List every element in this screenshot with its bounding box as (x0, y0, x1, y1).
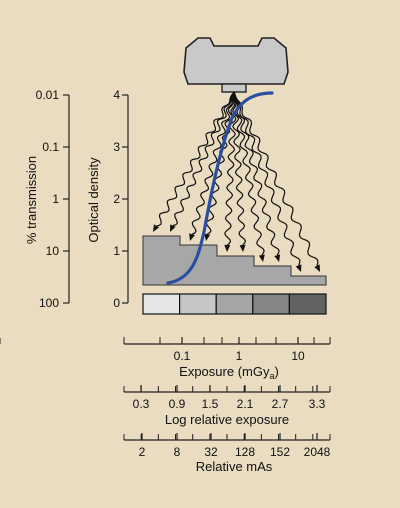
x-ray-wave (233, 91, 280, 256)
transmission-tick-label: 100 (39, 296, 59, 310)
log-exposure-tick-label: 3.3 (309, 397, 326, 411)
exposure-tick-label: 0.1 (174, 349, 191, 363)
x-ray-wave (233, 91, 319, 266)
log-exposure-tick-label: 1.5 (202, 397, 219, 411)
arrowhead-icon (258, 254, 265, 262)
step-wedge-step (215, 293, 254, 315)
relative-mas-tick-label: 128 (235, 445, 255, 459)
step-wedge-profile (142, 235, 327, 286)
transmission-tick-label: 0.1 (42, 140, 59, 154)
exposure-tick-label: 1 (236, 349, 243, 363)
arrowhead-icon (170, 224, 176, 232)
step-wedge-bar (142, 293, 327, 315)
arrowhead-icon (239, 244, 246, 252)
transmission-tick-label: 1 (52, 192, 59, 206)
arrowhead-icon (153, 224, 160, 232)
relative-mas-tick-label: 2048 (304, 445, 331, 459)
density-tick-label: 2 (113, 192, 120, 206)
x-ray-wave (233, 91, 265, 256)
transmission-axis-label: % transmission (24, 156, 39, 244)
relative-mas-axis: 2 8 32 128 152 2048 Relative mAs (123, 433, 331, 474)
exposure-axis-label-text: Exposure (mGy (179, 364, 270, 379)
density-tick-label: 4 (113, 88, 120, 102)
arrowhead-icon (224, 244, 231, 252)
arrowhead-icon (314, 264, 320, 272)
transmission-tick-label: 10 (46, 244, 60, 258)
x-ray-wave (224, 91, 237, 246)
log-exposure-tick-label: 2.7 (272, 397, 289, 411)
step-wedge-step (288, 293, 327, 315)
density-tick-label: 1 (113, 244, 120, 258)
x-ray-wave (191, 91, 235, 235)
x-ray-wave (156, 91, 235, 227)
log-exposure-tick-label: 0.9 (169, 397, 186, 411)
relative-mas-tick-label: 8 (174, 445, 181, 459)
density-tick-label: 3 (113, 140, 120, 154)
characteristic-curve (166, 91, 274, 285)
log-exposure-tick-label: 0.3 (133, 397, 150, 411)
log-relative-exposure-axis: 0.3 0.9 1.5 2.1 2.7 3.3 Log relative exposure (123, 385, 331, 427)
step-wedge-step (142, 293, 181, 315)
exposure-axis-label-close: ) (274, 364, 278, 379)
transmission-axis: 0.01 0.1 1 10 100 % transmission (24, 88, 70, 310)
relative-mas-label: Relative mAs (196, 459, 273, 474)
x-ray-wave (172, 91, 235, 227)
arrowhead-icon (204, 233, 211, 241)
log-exposure-tick-label: 2.1 (237, 397, 254, 411)
x-ray-wave (233, 91, 301, 266)
arrowhead-icon (189, 233, 195, 241)
transmission-tick-label: 0.01 (36, 88, 60, 102)
density-tick-label: 0 (113, 296, 120, 310)
arrowhead-icon (274, 254, 281, 262)
relative-mas-tick-label: 32 (204, 445, 218, 459)
exposure-axis-label-subscript: a (269, 371, 274, 381)
relative-mas-tick-label: 2 (139, 445, 146, 459)
arrowhead-icon (295, 264, 302, 272)
x-ray-tube-icon (183, 37, 289, 93)
density-axis: 4 3 2 1 0 Optical density (86, 88, 129, 310)
x-ray-wave (232, 91, 247, 246)
exposure-tick-label: 10 (291, 349, 305, 363)
relative-mas-tick-label: 152 (270, 445, 290, 459)
step-wedge-step (179, 293, 217, 315)
exposure-axis-label: Exposure (mGya) (179, 364, 279, 381)
exposure-axis: 0.1 1 10 Exposure (mGya) (0, 337, 331, 381)
density-axis-label: Optical density (86, 157, 101, 243)
log-relative-exposure-label: Log relative exposure (165, 412, 289, 427)
x-ray-beam-icon (153, 91, 320, 272)
step-wedge-step (252, 293, 291, 315)
